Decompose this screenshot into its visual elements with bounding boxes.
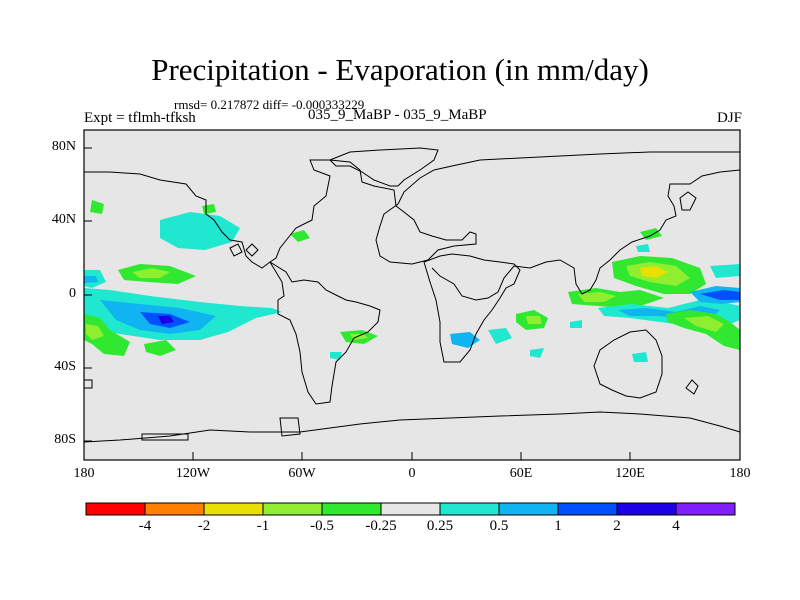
colorbar-label: 0.5 xyxy=(489,518,509,534)
colorbar-swatch xyxy=(439,502,500,516)
x-tick-label: 60W xyxy=(288,466,316,481)
x-tick-label: 180 xyxy=(73,466,95,481)
colorbar-swatch xyxy=(203,502,264,516)
colorbar xyxy=(85,502,736,516)
coastlines xyxy=(83,147,741,443)
season-label: DJF xyxy=(716,110,742,126)
colorbar-label: -0.5 xyxy=(310,518,334,534)
colorbar-swatch xyxy=(557,502,618,516)
x-tick-label: 120E xyxy=(615,466,645,481)
y-tick-label: 40S xyxy=(54,359,76,374)
colorbar-label: 2 xyxy=(613,518,621,534)
y-tick-label: 40N xyxy=(51,212,76,227)
map-subtitle: 035_9_MaBP - 035_9_MaBP xyxy=(308,107,487,123)
colorbar-swatch xyxy=(262,502,323,516)
colorbar-swatch xyxy=(144,502,205,516)
x-tick-label: 0 xyxy=(408,466,416,481)
x-tick-label: 180 xyxy=(729,466,751,481)
colorbar-swatch xyxy=(498,502,559,516)
colorbar-swatch xyxy=(85,502,146,516)
colorbar-label: 1 xyxy=(554,518,562,534)
colorbar-swatch xyxy=(616,502,677,516)
map-title: Precipitation - Evaporation (in mm/day) xyxy=(151,52,649,87)
stats-line: rmsd= 0.217872 diff= -0.000333229 xyxy=(174,97,365,112)
colorbar-swatch xyxy=(380,502,441,516)
colorbar-label: 4 xyxy=(672,518,680,534)
colorbar-label: 0.25 xyxy=(426,518,454,534)
axis-ticks xyxy=(84,147,631,460)
colorbar-swatch xyxy=(321,502,382,516)
y-tick-label: 0 xyxy=(69,286,76,301)
field-contours xyxy=(84,200,740,362)
colorbar-swatch xyxy=(675,502,736,516)
colorbar-label: -2 xyxy=(197,518,211,534)
colorbar-label: -1 xyxy=(256,518,270,534)
y-tick-label: 80N xyxy=(51,139,76,154)
x-tick-label: 60E xyxy=(509,466,533,481)
experiment-label: Expt = tflmh-tfksh xyxy=(84,110,196,126)
x-tick-label: 120W xyxy=(175,466,211,481)
colorbar-label: -4 xyxy=(138,518,152,534)
y-tick-label: 80S xyxy=(54,432,76,447)
colorbar-label: -0.25 xyxy=(365,518,397,534)
